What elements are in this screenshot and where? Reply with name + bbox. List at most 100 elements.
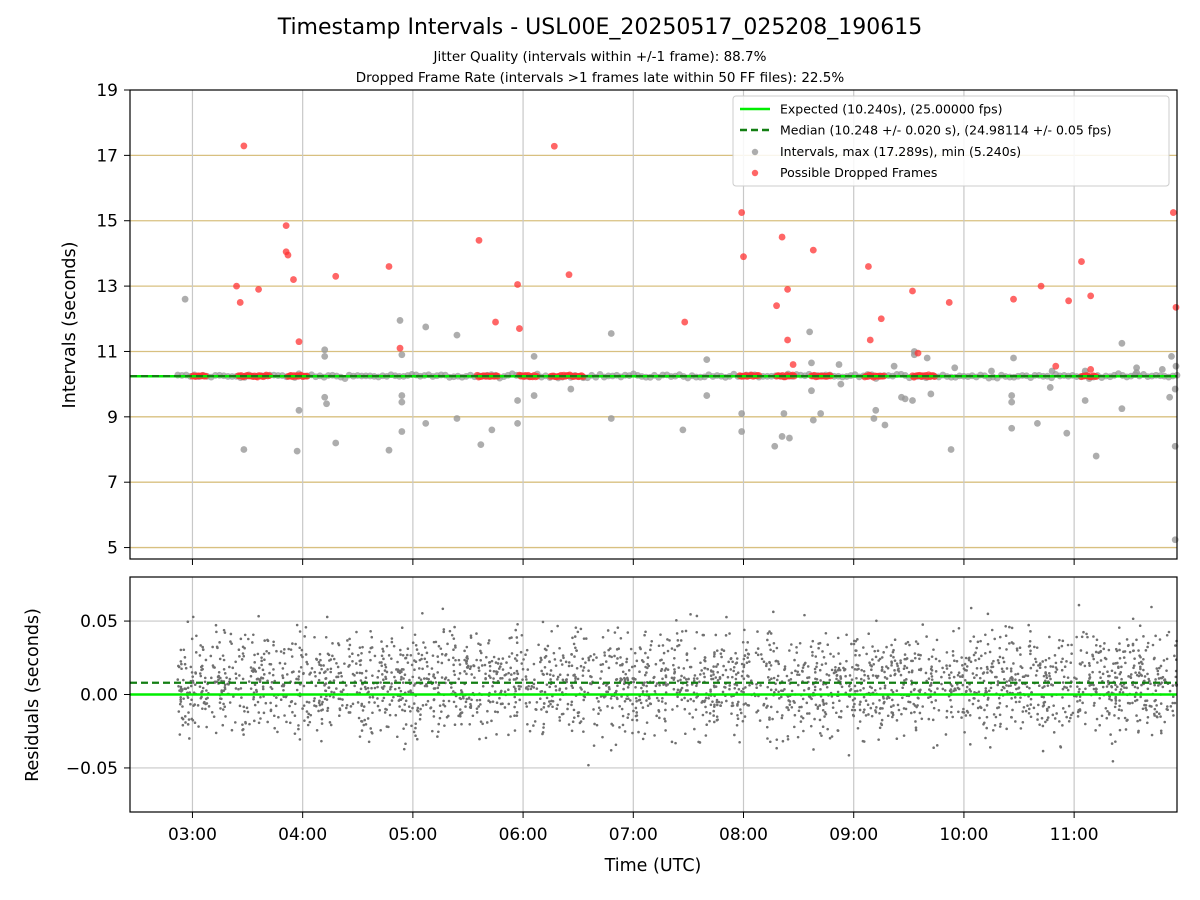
residual-point [823, 715, 826, 718]
residual-point [670, 740, 674, 744]
residual-point [222, 667, 226, 671]
residual-point [921, 623, 925, 626]
residual-point [1103, 665, 1106, 669]
residual-point [1087, 661, 1091, 665]
residual-point [646, 704, 650, 707]
residual-point [329, 723, 333, 727]
residual-point [262, 652, 266, 656]
residual-point [635, 659, 639, 663]
residual-point [423, 684, 427, 688]
residual-point [189, 684, 193, 688]
residual-point [634, 714, 638, 718]
residual-point [739, 711, 743, 715]
residual-point [477, 666, 481, 670]
residual-point [965, 689, 968, 693]
residual-point [1117, 716, 1120, 720]
residual-point [1061, 639, 1065, 643]
residual-point [1061, 696, 1064, 699]
residual-point [916, 642, 920, 646]
residual-point [696, 677, 699, 680]
residual-point [971, 672, 975, 675]
residual-point [1154, 634, 1157, 638]
residual-point [644, 630, 647, 634]
residual-point [1137, 729, 1140, 733]
residual-point [1043, 685, 1046, 688]
residual-point [1114, 695, 1118, 699]
residual-point [825, 685, 829, 689]
residual-point [216, 646, 219, 650]
residual-point [262, 711, 266, 715]
residual-point [463, 658, 466, 662]
residual-point [639, 701, 643, 705]
residual-point [1040, 695, 1044, 698]
residual-point [425, 660, 429, 664]
residual-point [1044, 720, 1047, 724]
residual-point [292, 670, 295, 673]
residual-point [178, 733, 182, 736]
interval-point [295, 406, 303, 414]
residual-point [205, 725, 208, 729]
residual-point [826, 727, 829, 731]
interval-point [332, 439, 340, 447]
residual-point [628, 699, 632, 702]
interval-point [1158, 366, 1166, 373]
residual-point [383, 663, 387, 666]
residual-point [567, 661, 571, 664]
residual-point [1075, 677, 1078, 681]
residual-point [533, 678, 536, 682]
residual-point [1070, 713, 1073, 717]
residual-point [432, 715, 436, 718]
residual-point [505, 661, 508, 664]
residual-point [818, 704, 822, 707]
residual-point [442, 699, 445, 703]
interval-point [1008, 424, 1016, 432]
residual-point [835, 677, 838, 681]
residual-point [358, 735, 362, 738]
residual-point [1174, 644, 1177, 647]
residual-point [532, 682, 536, 686]
residual-point [744, 648, 748, 652]
residual-point [386, 690, 390, 693]
residual-point [284, 695, 288, 699]
residual-point [775, 646, 779, 650]
residual-point [507, 655, 511, 658]
residual-point [327, 686, 331, 689]
residual-point [649, 643, 653, 647]
residual-point [318, 663, 321, 667]
residual-point [479, 703, 482, 706]
residual-point [549, 669, 553, 672]
residual-point [1070, 643, 1073, 647]
residual-point [237, 648, 241, 652]
residual-point [927, 688, 931, 691]
residual-point [515, 636, 519, 639]
residual-point [998, 635, 1002, 639]
residual-point [566, 707, 569, 711]
interval-point [1046, 384, 1054, 391]
residual-point [590, 675, 593, 679]
residual-point [377, 669, 381, 673]
residual-point [880, 668, 884, 672]
residual-point [1036, 712, 1039, 716]
residual-point [984, 633, 987, 637]
residual-point [323, 697, 327, 701]
interval-point [1081, 397, 1089, 404]
residual-point [200, 695, 203, 699]
residual-point [768, 630, 771, 633]
residual-point [1054, 661, 1058, 665]
residual-point [1067, 720, 1071, 723]
residual-point [558, 646, 561, 650]
residual-point [798, 641, 802, 645]
residual-point [814, 671, 817, 674]
residual-point [548, 685, 552, 689]
residual-point [871, 702, 875, 705]
residual-point [735, 723, 739, 727]
residual-point [609, 697, 613, 700]
residual-point [551, 705, 554, 709]
residual-point [1049, 665, 1052, 668]
residual-point [570, 729, 574, 733]
residual-point [404, 723, 408, 726]
residual-point [1029, 697, 1033, 701]
residual-point [631, 731, 634, 735]
residual-point [858, 708, 862, 712]
residual-point [855, 663, 858, 667]
